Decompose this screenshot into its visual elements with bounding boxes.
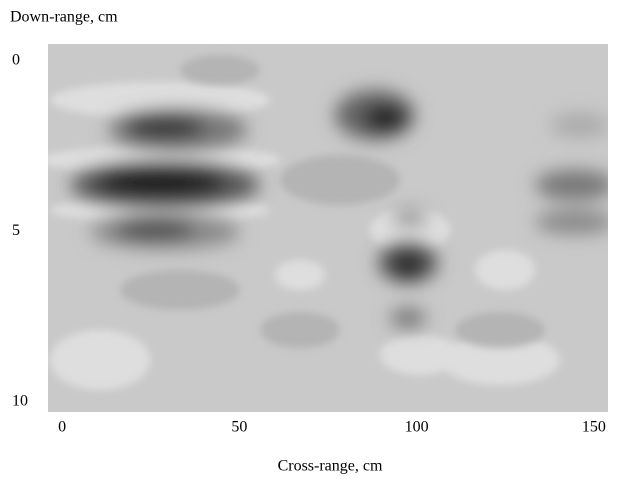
y-tick-label: 10 — [12, 392, 28, 409]
heatmap-image — [48, 44, 608, 412]
y-tick-label: 0 — [12, 52, 20, 69]
x-axis-label: Cross-range, cm — [278, 458, 383, 475]
x-tick-label: 150 — [582, 419, 606, 436]
y-axis-label: Down-range, cm — [10, 9, 118, 26]
y-tick-label: 5 — [12, 222, 20, 239]
axis-ticks: 0 50 100 150 0 5 10 — [12, 52, 606, 436]
x-tick-label: 100 — [405, 419, 429, 436]
x-tick-label: 0 — [58, 419, 66, 436]
x-tick-label: 50 — [231, 419, 247, 436]
